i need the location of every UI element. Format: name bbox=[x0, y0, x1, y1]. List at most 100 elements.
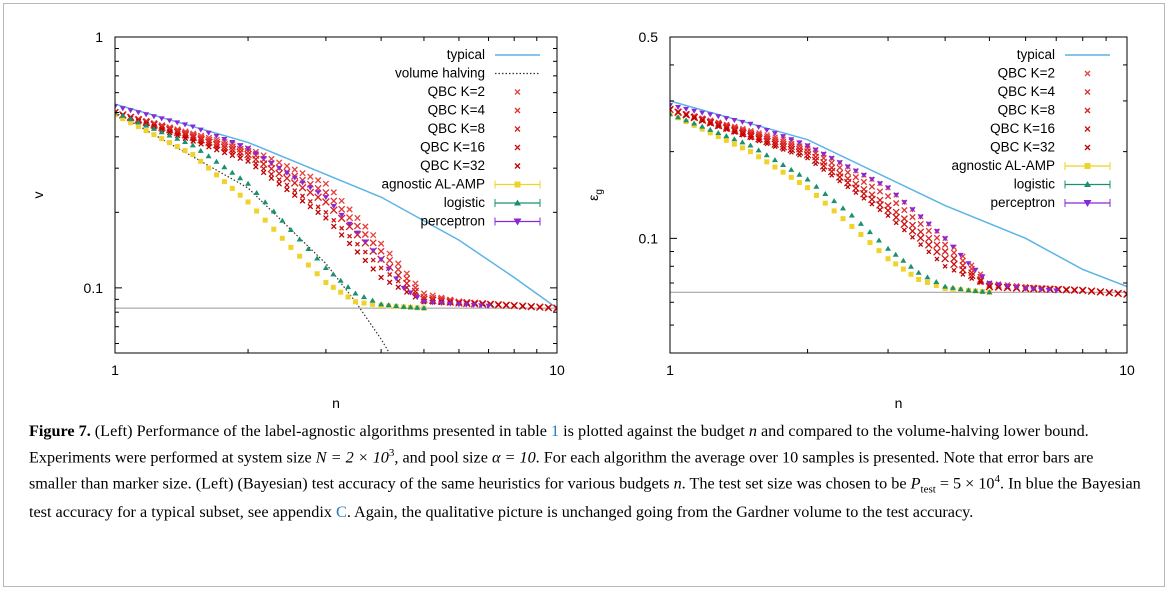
data-point bbox=[128, 120, 134, 126]
data-point bbox=[252, 151, 259, 157]
data-point bbox=[307, 203, 314, 210]
data-point bbox=[683, 112, 689, 118]
data-point bbox=[495, 302, 502, 308]
data-point bbox=[245, 158, 251, 164]
data-point bbox=[353, 222, 361, 230]
x-axis-label: n bbox=[895, 395, 903, 411]
data-point bbox=[683, 117, 690, 123]
data-point bbox=[369, 239, 377, 247]
data-point bbox=[957, 252, 964, 258]
data-point bbox=[893, 261, 899, 267]
series-line bbox=[115, 111, 391, 353]
data-point bbox=[213, 172, 219, 178]
data-point bbox=[868, 177, 875, 183]
data-point bbox=[959, 257, 967, 264]
data-point bbox=[706, 118, 715, 127]
data-point bbox=[908, 227, 917, 235]
data-point bbox=[715, 120, 723, 128]
data-point bbox=[731, 118, 738, 124]
y-tick-label: 1 bbox=[95, 29, 103, 45]
data-point bbox=[849, 223, 855, 229]
data-point bbox=[354, 230, 361, 236]
legend-swatch bbox=[1084, 126, 1091, 132]
data-point bbox=[813, 192, 819, 198]
legend-swatch bbox=[1084, 144, 1091, 151]
data-point bbox=[780, 161, 787, 167]
data-point bbox=[511, 302, 517, 309]
data-point bbox=[707, 130, 713, 136]
data-point bbox=[420, 299, 427, 305]
data-point bbox=[400, 303, 407, 309]
data-point bbox=[213, 133, 220, 139]
data-point bbox=[707, 126, 714, 132]
data-point bbox=[755, 124, 762, 130]
data-point bbox=[322, 265, 329, 271]
data-point bbox=[212, 140, 221, 149]
data-point bbox=[166, 132, 173, 138]
data-point bbox=[763, 137, 771, 146]
data-point bbox=[300, 193, 305, 199]
data-point bbox=[957, 286, 964, 292]
data-point bbox=[715, 134, 721, 140]
data-point bbox=[150, 121, 158, 129]
data-point bbox=[675, 109, 681, 115]
data-point bbox=[934, 256, 940, 262]
legend-swatch bbox=[514, 163, 521, 169]
data-point bbox=[337, 214, 346, 223]
table-ref-link[interactable]: 1 bbox=[551, 422, 560, 440]
legend-label: QBC K=32 bbox=[420, 158, 485, 173]
data-point bbox=[221, 164, 228, 170]
legend-label: typical bbox=[1017, 47, 1055, 62]
data-point bbox=[942, 263, 948, 269]
data-point bbox=[670, 103, 673, 109]
data-point bbox=[135, 119, 142, 125]
data-point bbox=[699, 118, 705, 124]
data-point bbox=[965, 261, 972, 267]
data-point bbox=[407, 304, 414, 310]
data-point bbox=[182, 122, 189, 128]
data-point bbox=[262, 217, 268, 223]
series-line bbox=[670, 100, 1127, 288]
legend-swatch bbox=[514, 89, 521, 95]
data-point bbox=[414, 304, 421, 310]
data-point bbox=[279, 235, 285, 241]
data-point bbox=[259, 160, 268, 168]
data-point bbox=[804, 143, 811, 149]
data-point bbox=[307, 185, 314, 191]
legend-label: QBC K=16 bbox=[990, 121, 1055, 136]
data-point bbox=[699, 123, 706, 129]
data-point bbox=[261, 166, 267, 172]
data-point bbox=[877, 207, 883, 213]
data-point bbox=[260, 169, 267, 176]
data-point bbox=[205, 153, 212, 159]
data-point bbox=[352, 299, 358, 305]
appendix-ref-link[interactable]: C bbox=[336, 503, 347, 522]
data-point bbox=[386, 256, 394, 264]
data-point bbox=[804, 148, 812, 156]
data-point bbox=[827, 167, 836, 176]
data-point bbox=[779, 140, 787, 148]
data-point bbox=[268, 160, 275, 166]
data-point bbox=[724, 127, 730, 132]
data-point bbox=[831, 208, 837, 214]
data-point bbox=[926, 249, 932, 255]
data-point bbox=[787, 145, 796, 154]
data-point bbox=[159, 136, 165, 142]
data-point bbox=[708, 121, 713, 127]
data-point bbox=[175, 131, 181, 137]
data-point bbox=[972, 267, 979, 273]
data-point bbox=[182, 148, 188, 154]
data-point bbox=[314, 177, 322, 184]
data-point bbox=[370, 266, 377, 272]
data-point bbox=[135, 110, 142, 116]
data-point bbox=[275, 169, 284, 178]
data-point bbox=[979, 288, 986, 294]
data-point bbox=[115, 109, 118, 115]
data-point bbox=[307, 173, 314, 180]
data-point bbox=[840, 216, 846, 222]
caption-text: (Left) Performance of the label-agnostic… bbox=[90, 422, 552, 440]
data-point bbox=[330, 204, 337, 210]
data-point bbox=[942, 283, 949, 289]
data-point bbox=[967, 271, 976, 280]
data-point bbox=[821, 167, 827, 173]
